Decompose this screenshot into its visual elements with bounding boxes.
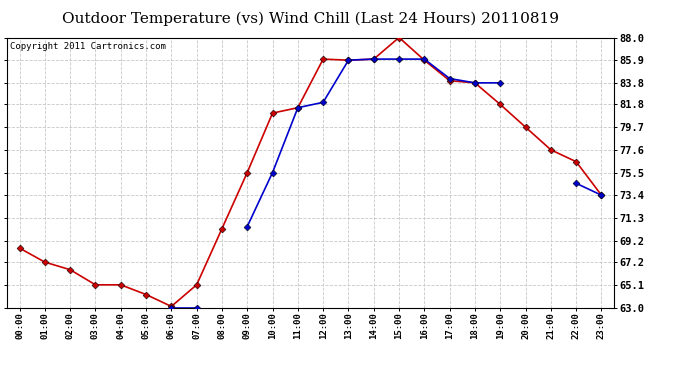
Text: Copyright 2011 Cartronics.com: Copyright 2011 Cartronics.com xyxy=(10,42,166,51)
Text: Outdoor Temperature (vs) Wind Chill (Last 24 Hours) 20110819: Outdoor Temperature (vs) Wind Chill (Las… xyxy=(62,11,559,26)
